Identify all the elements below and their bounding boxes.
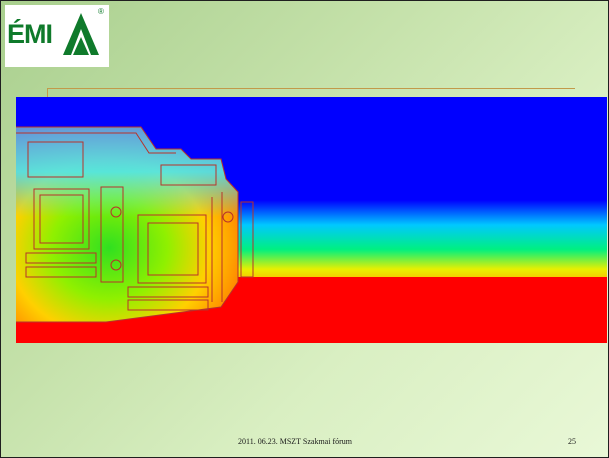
title-divider-tick — [47, 88, 48, 101]
footer-text: 2011. 06.23. MSZT Szakmai fórum — [238, 437, 352, 446]
logo-mark-icon — [63, 13, 99, 55]
thermal-simulation-image — [16, 97, 607, 343]
title-divider — [47, 88, 575, 89]
logo-text: ÉMI — [7, 19, 53, 49]
page-number: 25 — [568, 437, 576, 446]
emi-logo: ÉMI ® — [5, 5, 109, 67]
registered-mark: ® — [98, 7, 104, 16]
